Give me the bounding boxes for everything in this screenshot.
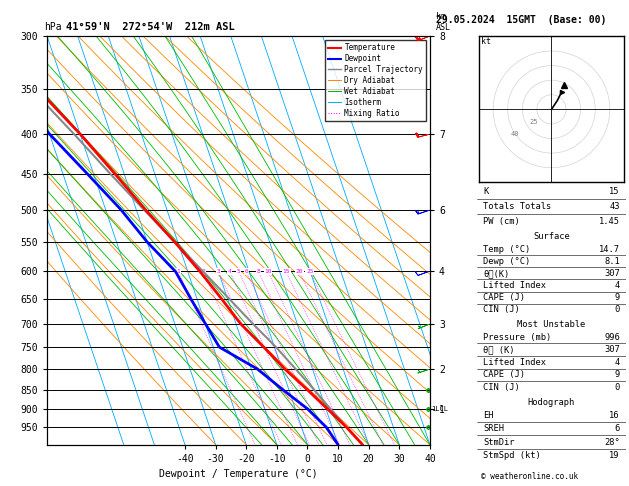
- Text: 0: 0: [615, 305, 620, 314]
- Text: 2: 2: [201, 269, 205, 274]
- Text: 15: 15: [610, 188, 620, 196]
- Text: 4: 4: [615, 358, 620, 367]
- Text: © weatheronline.co.uk: © weatheronline.co.uk: [481, 472, 578, 481]
- Text: 6: 6: [615, 424, 620, 434]
- Text: 15: 15: [282, 269, 290, 274]
- Text: 0: 0: [615, 383, 620, 392]
- Text: PW (cm): PW (cm): [483, 217, 520, 226]
- Text: 996: 996: [604, 332, 620, 342]
- Text: 41°59'N  272°54'W  212m ASL: 41°59'N 272°54'W 212m ASL: [66, 21, 235, 32]
- Text: 16: 16: [610, 411, 620, 420]
- Text: 29.05.2024  15GMT  (Base: 00): 29.05.2024 15GMT (Base: 00): [436, 15, 606, 25]
- Text: Most Unstable: Most Unstable: [517, 320, 586, 329]
- Text: Surface: Surface: [533, 232, 570, 242]
- Text: Pressure (mb): Pressure (mb): [483, 332, 551, 342]
- Text: 4: 4: [615, 281, 620, 290]
- Text: 8: 8: [257, 269, 260, 274]
- Text: θᴄ (K): θᴄ (K): [483, 345, 515, 354]
- Text: Temp (°C): Temp (°C): [483, 244, 530, 254]
- Text: 5: 5: [237, 269, 241, 274]
- Text: hPa: hPa: [44, 21, 62, 32]
- Text: CIN (J): CIN (J): [483, 383, 520, 392]
- Text: 14.7: 14.7: [599, 244, 620, 254]
- Text: K: K: [483, 188, 488, 196]
- Text: 3: 3: [216, 269, 220, 274]
- Text: 1: 1: [177, 269, 181, 274]
- Text: 1LCL: 1LCL: [431, 406, 448, 412]
- Text: 20: 20: [296, 269, 303, 274]
- Text: 28°: 28°: [604, 437, 620, 447]
- Text: 307: 307: [604, 269, 620, 278]
- Text: StmSpd (kt): StmSpd (kt): [483, 451, 541, 460]
- Text: CAPE (J): CAPE (J): [483, 370, 525, 380]
- Text: Totals Totals: Totals Totals: [483, 202, 551, 211]
- Text: 40: 40: [511, 131, 519, 137]
- Text: Lifted Index: Lifted Index: [483, 281, 546, 290]
- Text: CAPE (J): CAPE (J): [483, 293, 525, 302]
- Text: Dewp (°C): Dewp (°C): [483, 257, 530, 266]
- Text: 9: 9: [615, 370, 620, 380]
- Text: CIN (J): CIN (J): [483, 305, 520, 314]
- Text: 9: 9: [615, 293, 620, 302]
- Text: 25: 25: [530, 119, 538, 125]
- Text: 43: 43: [610, 202, 620, 211]
- Text: 1.45: 1.45: [599, 217, 620, 226]
- Text: 6: 6: [245, 269, 248, 274]
- Text: 307: 307: [604, 345, 620, 354]
- Text: 8.1: 8.1: [604, 257, 620, 266]
- Text: 4: 4: [228, 269, 231, 274]
- X-axis label: Dewpoint / Temperature (°C): Dewpoint / Temperature (°C): [159, 469, 318, 479]
- Text: Hodograph: Hodograph: [528, 398, 575, 407]
- Text: θᴄ(K): θᴄ(K): [483, 269, 509, 278]
- Text: 10: 10: [264, 269, 272, 274]
- Text: 25: 25: [306, 269, 314, 274]
- Text: 19: 19: [610, 451, 620, 460]
- Text: kt: kt: [481, 37, 491, 46]
- Text: EH: EH: [483, 411, 494, 420]
- Text: SREH: SREH: [483, 424, 504, 434]
- Text: km
ASL: km ASL: [436, 12, 451, 32]
- Text: StmDir: StmDir: [483, 437, 515, 447]
- Text: Lifted Index: Lifted Index: [483, 358, 546, 367]
- Legend: Temperature, Dewpoint, Parcel Trajectory, Dry Adiabat, Wet Adiabat, Isotherm, Mi: Temperature, Dewpoint, Parcel Trajectory…: [325, 40, 426, 121]
